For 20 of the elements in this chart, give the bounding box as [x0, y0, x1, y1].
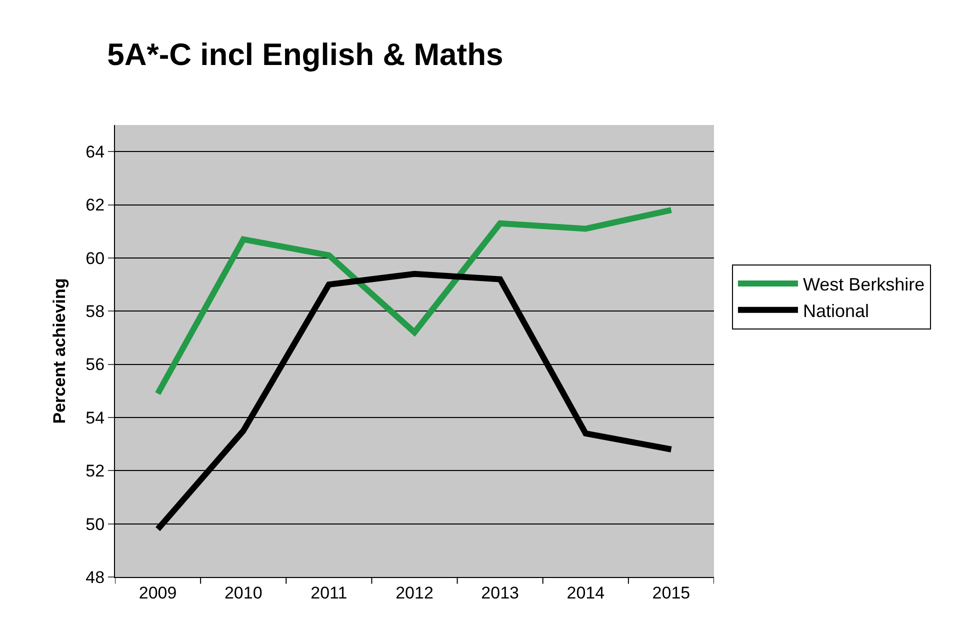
x-tick-label: 2015: [652, 583, 690, 602]
x-tick-label: 2013: [481, 583, 519, 602]
y-tick-label: 56: [86, 355, 105, 374]
y-axis-title: Percent achieving: [50, 278, 70, 424]
y-tick-label: 58: [86, 302, 105, 322]
y-tick-label: 52: [86, 462, 105, 481]
y-tick-label: 64: [86, 142, 105, 162]
legend-label: National: [802, 300, 870, 321]
y-tick-label: 54: [86, 408, 105, 428]
x-tick-label: 2009: [138, 583, 177, 602]
y-tick-label: 50: [86, 514, 105, 534]
x-tick-label: 2012: [396, 583, 434, 602]
x-tick-label: 2011: [310, 583, 348, 602]
chart-title: 5A*-C incl English & Maths: [107, 37, 504, 72]
x-tick-label: 2010: [224, 583, 262, 602]
x-tick-label: 2014: [566, 583, 605, 602]
y-tick-label: 62: [86, 196, 105, 215]
legend-label: West Berkshire: [802, 274, 925, 294]
y-tick-label: 60: [86, 248, 105, 268]
y-tick-label: 48: [86, 568, 105, 587]
